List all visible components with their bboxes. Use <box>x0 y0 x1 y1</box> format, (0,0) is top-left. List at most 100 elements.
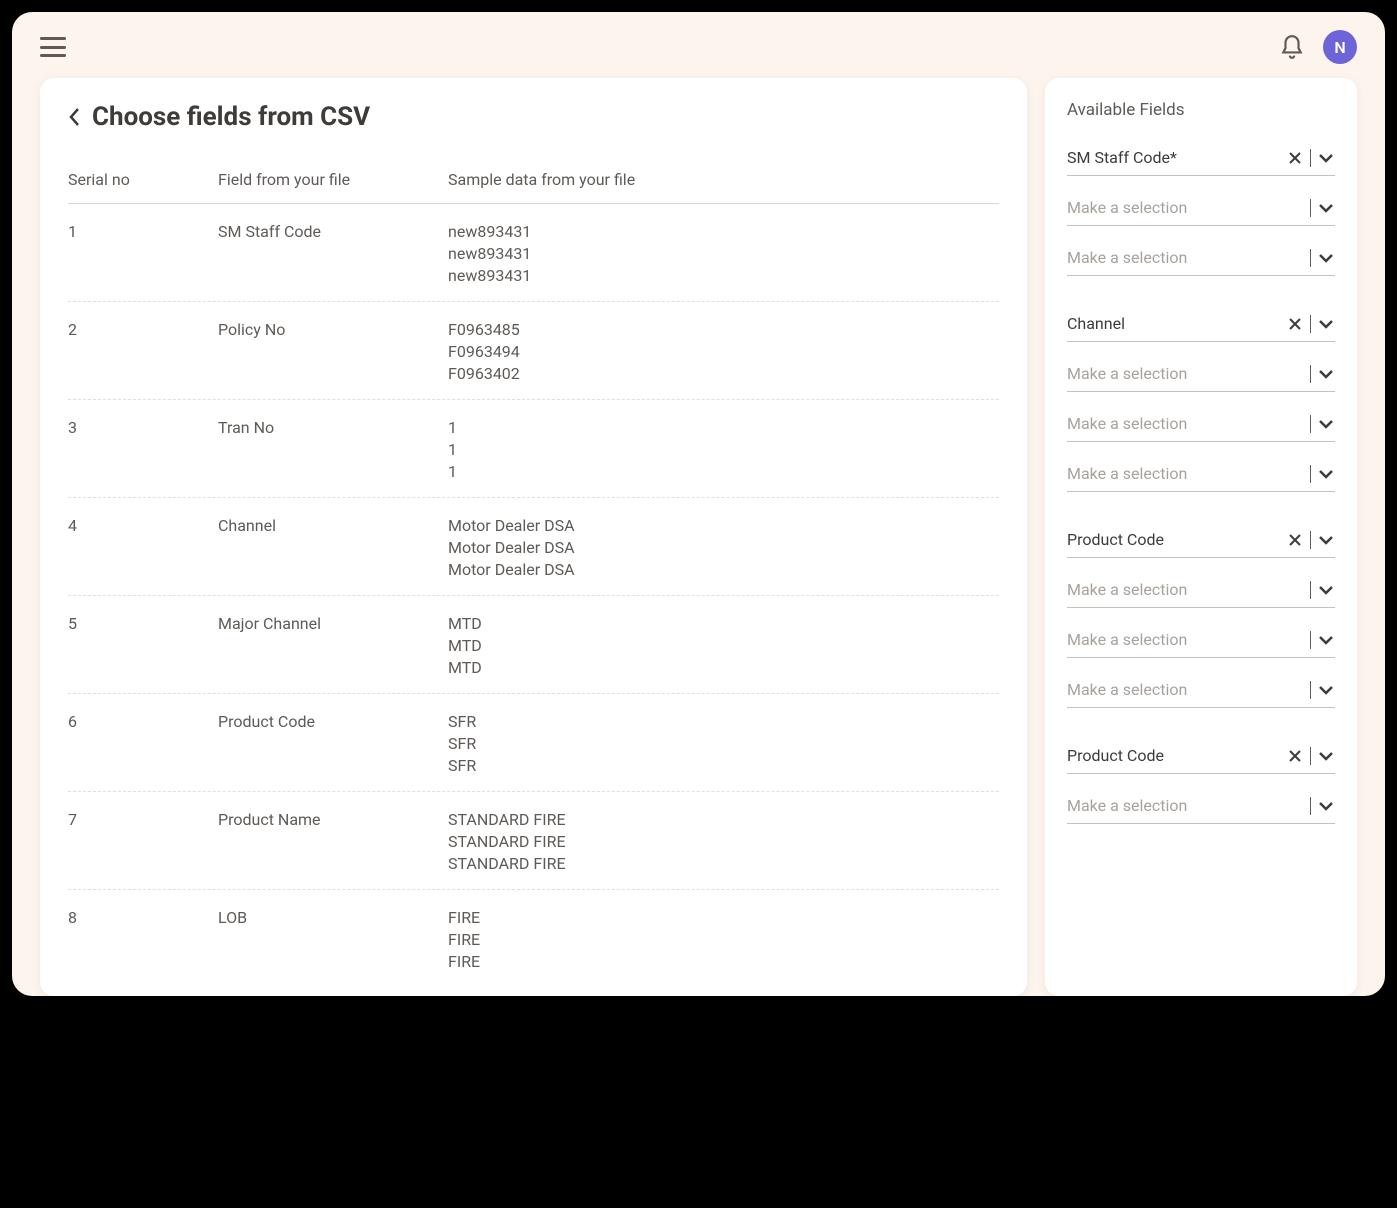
select-group: Product Code Make a selection Make a selec… <box>1067 520 1335 708</box>
chevron-down-icon[interactable] <box>1317 249 1335 267</box>
chevron-down-icon[interactable] <box>1317 199 1335 217</box>
field-select[interactable]: Make a selection <box>1067 570 1335 608</box>
content-area: Choose fields from CSV Serial no Field f… <box>12 74 1385 996</box>
field-select[interactable]: Make a selection <box>1067 786 1335 824</box>
divider <box>1310 149 1311 167</box>
col-header-field: Field from your file <box>218 170 448 189</box>
select-group: Channel Make a selection Make a selection M… <box>1067 304 1335 492</box>
main-panel: Choose fields from CSV Serial no Field f… <box>40 78 1027 996</box>
sample-value: SFR <box>448 756 999 775</box>
col-header-serial: Serial no <box>68 170 218 189</box>
sample-value: 1 <box>448 462 999 481</box>
field-select[interactable]: Make a selection <box>1067 404 1335 442</box>
avatar[interactable]: N <box>1323 30 1357 64</box>
table-body: 1 SM Staff Codenew893431new893431new89343… <box>68 204 999 987</box>
field-select[interactable]: Make a selection <box>1067 238 1335 276</box>
cell-sample: FIREFIREFIRE <box>448 908 999 971</box>
chevron-down-icon[interactable] <box>1317 797 1335 815</box>
field-select-placeholder: Make a selection <box>1067 364 1310 383</box>
divider <box>1310 365 1311 383</box>
sample-value: FIRE <box>448 930 999 949</box>
table-row: 7Product NameSTANDARD FIRESTANDARD FIRES… <box>68 792 999 890</box>
cell-field: SM Staff Code <box>218 222 448 285</box>
divider <box>1310 681 1311 699</box>
cell-field: Major Channel <box>218 614 448 677</box>
chevron-down-icon[interactable] <box>1317 531 1335 549</box>
field-select-placeholder: Make a selection <box>1067 198 1310 217</box>
chevron-down-icon[interactable] <box>1317 581 1335 599</box>
cell-field: Policy No <box>218 320 448 383</box>
chevron-down-icon[interactable] <box>1317 465 1335 483</box>
divider <box>1310 415 1311 433</box>
cell-serial: 8 <box>68 908 218 971</box>
menu-icon[interactable] <box>40 37 66 57</box>
sample-value: MTD <box>448 636 999 655</box>
sample-value: MTD <box>448 614 999 633</box>
field-select[interactable]: Make a selection <box>1067 188 1335 226</box>
field-select[interactable]: Make a selection <box>1067 454 1335 492</box>
cell-field: LOB <box>218 908 448 971</box>
field-select[interactable]: Make a selection <box>1067 670 1335 708</box>
field-select-label: Product Code <box>1067 530 1286 549</box>
table-header: Serial no Field from your file Sample da… <box>68 170 999 204</box>
field-select[interactable]: Product Code <box>1067 520 1335 558</box>
table-row: 3Tran No111 <box>68 400 999 498</box>
clear-icon[interactable] <box>1286 531 1304 549</box>
topbar: N <box>12 12 1385 74</box>
divider <box>1310 747 1311 765</box>
cell-sample: STANDARD FIRESTANDARD FIRESTANDARD FIRE <box>448 810 999 873</box>
cell-sample: MTDMTDMTD <box>448 614 999 677</box>
field-select[interactable]: Channel <box>1067 304 1335 342</box>
sample-value: FIRE <box>448 952 999 971</box>
clear-icon[interactable] <box>1286 747 1304 765</box>
chevron-down-icon[interactable] <box>1317 149 1335 167</box>
cell-serial: 5 <box>68 614 218 677</box>
sample-value: SFR <box>448 712 999 731</box>
sample-value: new893431 <box>448 222 999 241</box>
cell-field: Product Code <box>218 712 448 775</box>
sample-value: STANDARD FIRE <box>448 854 999 873</box>
clear-icon[interactable] <box>1286 149 1304 167</box>
sample-value: Motor Dealer DSA <box>448 560 999 579</box>
back-button[interactable] <box>68 107 82 127</box>
sample-value: Motor Dealer DSA <box>448 516 999 535</box>
clear-icon[interactable] <box>1286 315 1304 333</box>
cell-serial: 7 <box>68 810 218 873</box>
field-select-placeholder: Make a selection <box>1067 580 1310 599</box>
select-group: SM Staff Code* Make a selection Make a sel… <box>1067 138 1335 276</box>
chevron-down-icon[interactable] <box>1317 631 1335 649</box>
divider <box>1310 531 1311 549</box>
divider <box>1310 249 1311 267</box>
notification-icon[interactable] <box>1279 34 1305 60</box>
col-header-sample: Sample data from your file <box>448 170 999 189</box>
chevron-down-icon[interactable] <box>1317 315 1335 333</box>
field-select-placeholder: Make a selection <box>1067 464 1310 483</box>
sample-value: SFR <box>448 734 999 753</box>
field-select[interactable]: Make a selection <box>1067 620 1335 658</box>
page-title: Choose fields from CSV <box>92 102 370 132</box>
cell-serial: 6 <box>68 712 218 775</box>
divider <box>1310 315 1311 333</box>
cell-serial: 4 <box>68 516 218 579</box>
field-select[interactable]: Product Code <box>1067 736 1335 774</box>
cell-sample: new893431new893431new893431 <box>448 222 999 285</box>
field-select-placeholder: Make a selection <box>1067 796 1310 815</box>
chevron-down-icon[interactable] <box>1317 365 1335 383</box>
field-select[interactable]: SM Staff Code* <box>1067 138 1335 176</box>
divider <box>1310 581 1311 599</box>
chevron-down-icon[interactable] <box>1317 415 1335 433</box>
divider <box>1310 631 1311 649</box>
select-groups: SM Staff Code* Make a selection Make a sel… <box>1067 138 1335 824</box>
chevron-down-icon[interactable] <box>1317 747 1335 765</box>
cell-sample: SFR SFR SFR <box>448 712 999 775</box>
sample-value: STANDARD FIRE <box>448 810 999 829</box>
divider <box>1310 199 1311 217</box>
sample-value: F0963494 <box>448 342 999 361</box>
table-row: 8LOBFIREFIREFIRE <box>68 890 999 987</box>
field-select[interactable]: Make a selection <box>1067 354 1335 392</box>
chevron-down-icon[interactable] <box>1317 681 1335 699</box>
app-frame: N Choose fields from CSV Serial no Field… <box>12 12 1385 996</box>
sample-value: Motor Dealer DSA <box>448 538 999 557</box>
sample-value: F0963402 <box>448 364 999 383</box>
cell-field: Tran No <box>218 418 448 481</box>
